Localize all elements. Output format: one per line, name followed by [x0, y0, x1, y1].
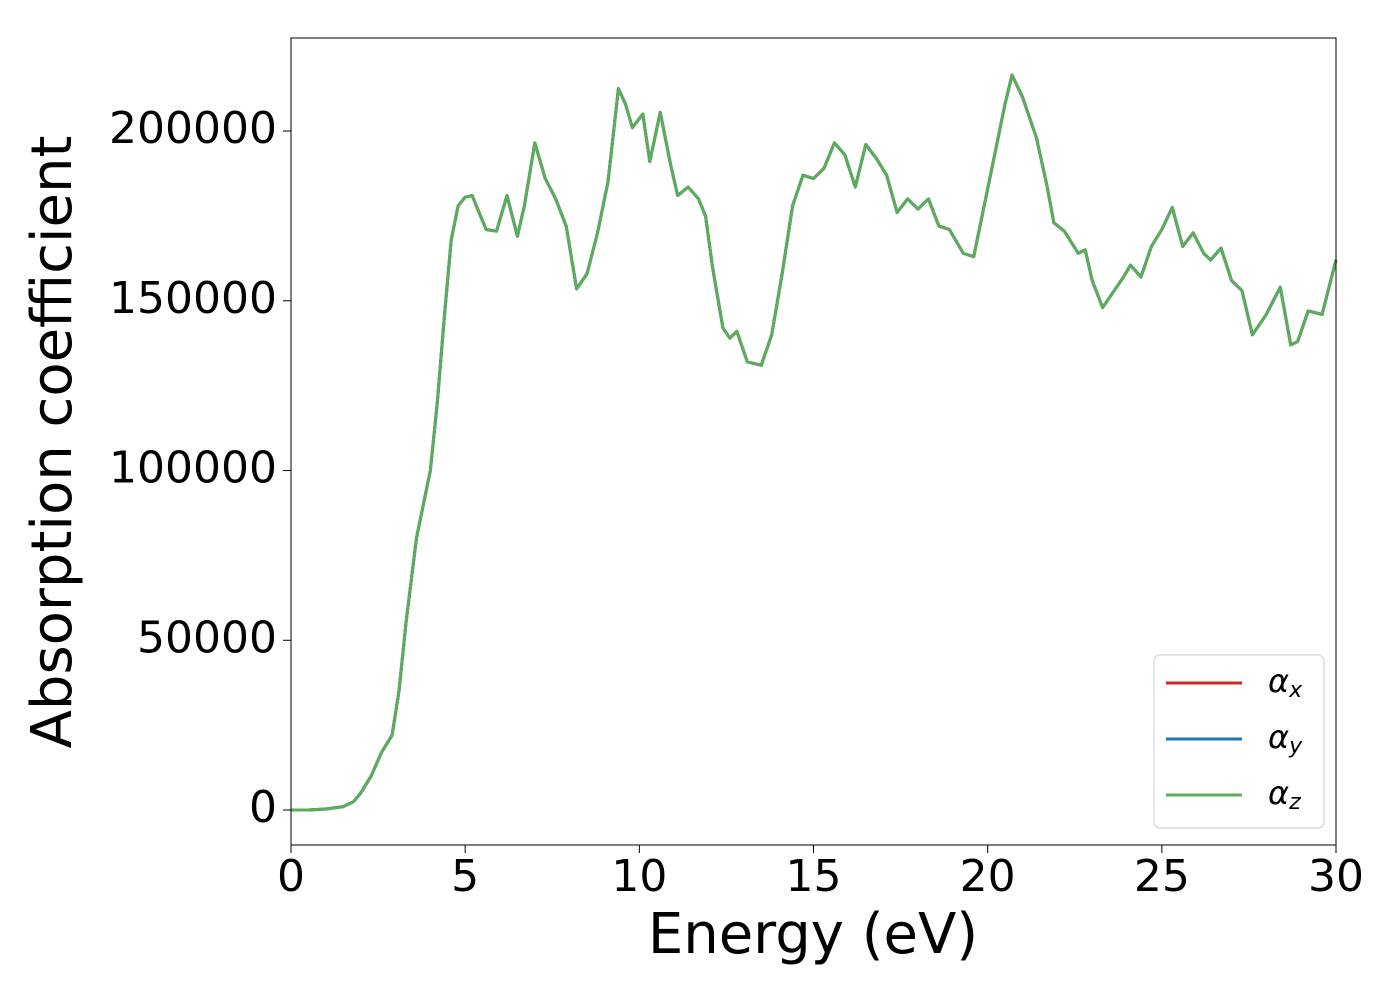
legend-box — [1153, 654, 1325, 829]
x-tick-label: 15 — [786, 851, 842, 902]
x-tick-label: 10 — [611, 851, 667, 902]
y-tick-label: 50000 — [137, 612, 277, 663]
y-tick-label: 200000 — [109, 103, 277, 154]
y-tick-label: 150000 — [109, 273, 277, 324]
legend-label: αz — [1268, 774, 1301, 815]
x-tick-label: 25 — [1134, 851, 1190, 902]
data-line — [291, 73, 1338, 812]
legend-label: αx — [1268, 662, 1303, 703]
x-tick-label: 5 — [451, 851, 479, 902]
legend-label: αy — [1268, 718, 1303, 759]
y-axis-label: Absorption coefficient — [20, 136, 85, 749]
y-tick-label: 100000 — [109, 443, 277, 494]
y-tick-label: 0 — [249, 782, 277, 833]
x-tick-label: 30 — [1308, 851, 1364, 902]
x-axis-label: Energy (eV) — [648, 902, 978, 967]
plot-frame — [290, 37, 1337, 846]
x-tick-label: 20 — [960, 851, 1016, 902]
x-tick-label: 0 — [277, 851, 305, 902]
